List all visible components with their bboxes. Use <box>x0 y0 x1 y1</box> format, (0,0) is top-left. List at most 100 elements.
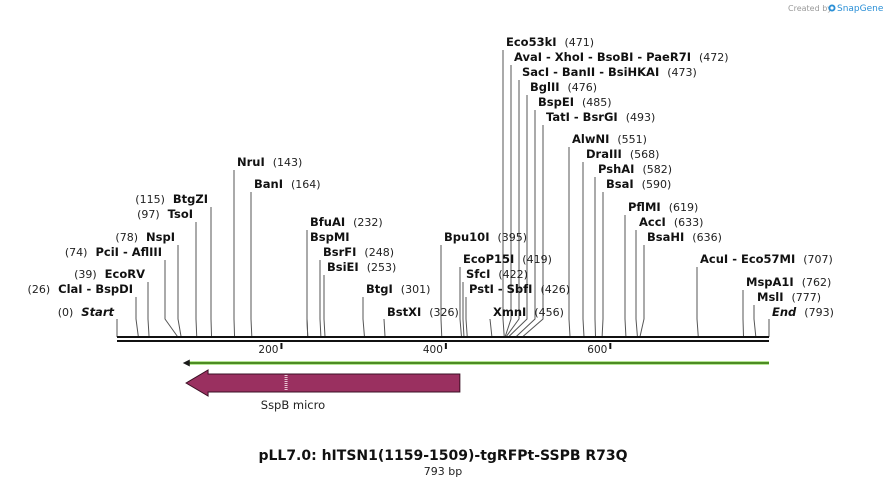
site-name: - Eco57MI <box>732 252 795 266</box>
site-position: (78) <box>115 231 138 244</box>
map-title: pLL7.0: hITSN1(1159-1509)-tgRFPt-SSPB R7… <box>258 448 627 464</box>
site-position: (0) <box>58 306 74 319</box>
site-position: (395) <box>497 231 527 244</box>
site-label-clai[interactable]: (26) ClaI - BspDI <box>28 282 133 296</box>
site-label-bstxi[interactable]: BstXI (326) <box>387 305 459 319</box>
site-line-btgzi <box>210 207 213 338</box>
site-text-acui: AcuI - Eco57MI (707) <box>700 252 833 266</box>
site-label-acui[interactable]: AcuI - Eco57MI (707) <box>700 252 833 266</box>
site-name: BfuAI <box>310 215 345 229</box>
site-name: SfcI <box>466 267 490 281</box>
site-text-saci: SacI - BanII - BsiHKAI (473) <box>522 65 697 79</box>
site-label-bpu10i[interactable]: Bpu10I (395) <box>444 230 527 244</box>
site-position: (232) <box>353 216 383 229</box>
site-label-pshai[interactable]: PshAI (582) <box>598 162 672 176</box>
site-label-acci[interactable]: AccI (633) <box>639 215 703 229</box>
site-name: PshAI <box>598 162 634 176</box>
site-label-nspi[interactable]: (78) NspI <box>115 230 175 244</box>
site-name: NspI <box>146 230 175 244</box>
site-text-bfuai: BfuAI (232) <box>310 215 383 229</box>
site-label-psti[interactable]: PstI - SbfI (426) <box>469 282 570 296</box>
site-label-end[interactable]: End (793) <box>772 305 834 319</box>
site-text-bspmi: BspMI <box>310 230 350 244</box>
site-name: AlwNI <box>572 132 609 146</box>
site-label-bsiei[interactable]: BsiEI (253) <box>327 260 396 274</box>
site-label-bglii[interactable]: BglII (476) <box>530 80 597 94</box>
site-position: (582) <box>642 163 672 176</box>
site-line-bstxi <box>383 318 386 338</box>
site-label-tati[interactable]: TatI - BsrGI (493) <box>546 110 655 124</box>
site-label-bspei[interactable]: BspEI (485) <box>538 95 612 109</box>
site-line-bsai <box>601 192 604 338</box>
site-position: (74) <box>65 246 88 259</box>
site-label-bsrfi[interactable]: BsrFI (248) <box>323 245 394 259</box>
site-label-nrui[interactable]: NruI (143) <box>237 155 302 169</box>
site-text-bstxi: BstXI (326) <box>387 305 459 319</box>
site-position: (590) <box>642 178 672 191</box>
site-text-psti: PstI - SbfI (426) <box>469 282 570 296</box>
site-label-sfci[interactable]: SfcI (422) <box>466 267 528 281</box>
site-position: (26) <box>28 283 51 296</box>
site-text-tsoi: (97) TsoI <box>137 207 193 221</box>
site-line-bsrfi <box>319 260 322 338</box>
site-line-ecorv <box>147 282 150 338</box>
site-label-xmni[interactable]: XmnI (456) <box>493 305 564 319</box>
site-label-btgi[interactable]: BtgI (301) <box>366 282 430 296</box>
site-name: MslI <box>757 290 784 304</box>
site-line-bspmi <box>306 245 309 338</box>
site-label-bsai[interactable]: BsaI (590) <box>606 177 671 191</box>
site-label-draiii[interactable]: DraIII (568) <box>586 147 659 161</box>
site-label-mspa1i[interactable]: MspA1I (762) <box>746 275 831 289</box>
site-text-nrui: NruI (143) <box>237 155 302 169</box>
site-name: AccI <box>639 215 666 229</box>
feature-label: SspB micro <box>261 398 325 412</box>
feature-sspb-micro[interactable]: SspB micro <box>185 369 461 412</box>
site-label-bani[interactable]: BanI (164) <box>254 177 321 191</box>
site-position: (97) <box>137 208 160 221</box>
site-name: End <box>772 305 797 319</box>
site-label-saci[interactable]: SacI - BanII - BsiHKAI (473) <box>522 65 697 79</box>
site-line-bsiei <box>323 275 326 338</box>
site-label-pcii[interactable]: (74) PciI - AflIII <box>65 245 162 259</box>
site-label-ecorv[interactable]: (39) EcoRV <box>74 267 145 281</box>
site-name: BtgI <box>366 282 393 296</box>
site-label-tsoi[interactable]: (97) TsoI <box>137 207 193 221</box>
site-name: Eco53kI <box>506 35 557 49</box>
site-name: EcoP15I <box>463 252 514 266</box>
site-line-eco53ki <box>502 50 505 338</box>
features: SspB micro <box>185 369 461 412</box>
site-label-alwni[interactable]: AlwNI (551) <box>572 132 647 146</box>
site-name: TsoI <box>168 207 193 221</box>
site-text-bspei: BspEI (485) <box>538 95 612 109</box>
site-text-bpu10i: Bpu10I (395) <box>444 230 527 244</box>
site-label-start[interactable]: (0) Start <box>58 305 115 319</box>
site-position: (253) <box>367 261 397 274</box>
orf-line[interactable] <box>182 359 769 367</box>
site-label-bspmi[interactable]: BspMI <box>310 230 350 244</box>
site-line-saci <box>505 80 520 338</box>
site-label-pflmi[interactable]: PflMI (619) <box>628 200 698 214</box>
site-label-bsahi[interactable]: BsaHI (636) <box>647 230 722 244</box>
site-label-bfuai[interactable]: BfuAI (232) <box>310 215 383 229</box>
site-label-avai[interactable]: AvaI - XhoI - BsoBI - PaeR7I (472) <box>514 50 729 64</box>
site-label-msli[interactable]: MslI (777) <box>757 290 821 304</box>
site-label-btgzi[interactable]: (115) BtgZI <box>135 192 208 206</box>
site-line-msli <box>753 305 757 338</box>
site-name: XmnI <box>493 305 526 319</box>
site-position: (762) <box>802 276 832 289</box>
site-line-btgi <box>362 297 365 338</box>
site-text-sfci: SfcI (422) <box>466 267 528 281</box>
site-position: (777) <box>792 291 822 304</box>
site-label-ecop15i[interactable]: EcoP15I (419) <box>463 252 552 266</box>
ruler-ticks: 200 400 600 <box>258 343 612 356</box>
site-text-start: (0) Start <box>58 305 115 319</box>
site-position: (426) <box>540 283 570 296</box>
site-position: (248) <box>364 246 394 259</box>
site-line-bsahi <box>639 245 645 338</box>
site-text-btgzi: (115) BtgZI <box>135 192 208 206</box>
site-text-msli: MslI (777) <box>757 290 821 304</box>
site-label-eco53ki[interactable]: Eco53kI (471) <box>506 35 594 49</box>
site-position: (456) <box>534 306 564 319</box>
site-name: Bpu10I <box>444 230 489 244</box>
tick-label: 200 <box>258 344 278 356</box>
